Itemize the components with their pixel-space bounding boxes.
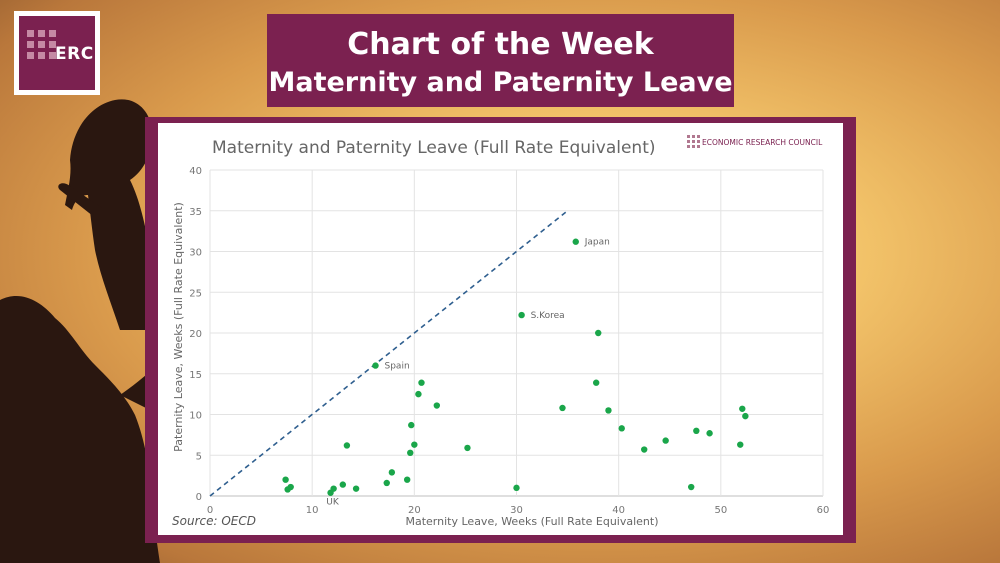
data-point xyxy=(418,379,425,386)
data-point xyxy=(282,476,289,483)
y-tick-label: 30 xyxy=(189,248,202,259)
point-label: Spain xyxy=(385,362,410,372)
data-point xyxy=(706,430,713,437)
data-point xyxy=(464,444,471,452)
logo-text: ERC xyxy=(55,44,94,64)
x-tick-label: 20 xyxy=(408,505,421,516)
data-point xyxy=(572,238,579,245)
point-label: S.Korea xyxy=(531,311,565,321)
data-point xyxy=(737,441,744,448)
data-point xyxy=(513,484,520,492)
point-label: UK xyxy=(326,498,340,508)
org-label: ECONOMIC RESEARCH COUNCIL xyxy=(702,138,823,147)
source-note: Source: OECD xyxy=(172,514,256,528)
data-point xyxy=(383,479,390,487)
data-point xyxy=(641,446,648,453)
data-point xyxy=(693,427,700,434)
x-tick-label: 10 xyxy=(306,505,319,516)
x-tick-label: 30 xyxy=(510,505,523,516)
x-axis-label: Maternity Leave, Weeks (Full Rate Equiva… xyxy=(406,515,659,528)
data-point xyxy=(388,469,396,476)
scatter-chart: 0 5 10 15 20 25 30 35 40 0 10 20 30 40 50 60 UK Spain S.K… xyxy=(172,135,830,528)
chart-title: Maternity and Paternity Leave (Full Rate… xyxy=(212,138,656,158)
chart-frame: 0 5 10 15 20 25 30 35 40 0 10 20 30 40 50 60 UK Spain S.K… xyxy=(145,117,856,543)
y-tick-label: 10 xyxy=(189,411,202,422)
org-logo: ECONOMIC RESEARCH COUNCIL xyxy=(687,135,823,148)
data-point xyxy=(287,483,294,491)
data-point xyxy=(339,481,347,488)
y-tick-label: 15 xyxy=(189,370,202,381)
data-point xyxy=(559,404,566,412)
data-point xyxy=(407,449,414,457)
title-banner: Chart of the Week Maternity and Paternit… xyxy=(267,14,734,107)
data-point xyxy=(739,405,746,412)
erc-logo: ERC xyxy=(14,11,100,95)
page-subtitle: Maternity and Paternity Leave xyxy=(268,67,733,98)
x-tick-label: 50 xyxy=(714,505,727,516)
data-point xyxy=(592,379,600,386)
data-point xyxy=(330,485,337,492)
data-point xyxy=(662,437,669,444)
y-tick-label: 5 xyxy=(196,451,202,462)
reference-line xyxy=(209,210,569,497)
data-point xyxy=(408,421,415,429)
logo-dots xyxy=(27,30,56,59)
x-tick-label: 60 xyxy=(817,505,830,516)
data-point xyxy=(605,407,612,414)
x-tick-label: 40 xyxy=(612,505,625,516)
data-point xyxy=(372,362,379,369)
data-point xyxy=(415,390,422,398)
data-point xyxy=(433,402,441,409)
data-point xyxy=(618,425,625,432)
point-label: Japan xyxy=(584,238,610,248)
x-tick-label: 0 xyxy=(207,505,213,516)
data-point xyxy=(595,329,602,337)
y-tick-label: 0 xyxy=(196,492,202,503)
y-tick-label: 25 xyxy=(189,288,202,299)
y-axis-label: Paternity Leave, Weeks (Full Rate Equiva… xyxy=(172,202,185,452)
data-point xyxy=(343,442,351,449)
data-point xyxy=(518,311,525,319)
data-point xyxy=(352,485,360,492)
y-tick-label: 20 xyxy=(189,329,202,340)
data-point xyxy=(742,412,749,420)
y-tick-label: 35 xyxy=(189,207,202,218)
y-tick-label: 40 xyxy=(189,166,202,177)
data-point xyxy=(411,441,418,448)
data-point xyxy=(403,476,411,483)
page-title: Chart of the Week xyxy=(347,27,654,62)
chart-panel: 0 5 10 15 20 25 30 35 40 0 10 20 30 40 50 60 UK Spain S.K… xyxy=(158,123,843,535)
data-point xyxy=(688,483,695,491)
